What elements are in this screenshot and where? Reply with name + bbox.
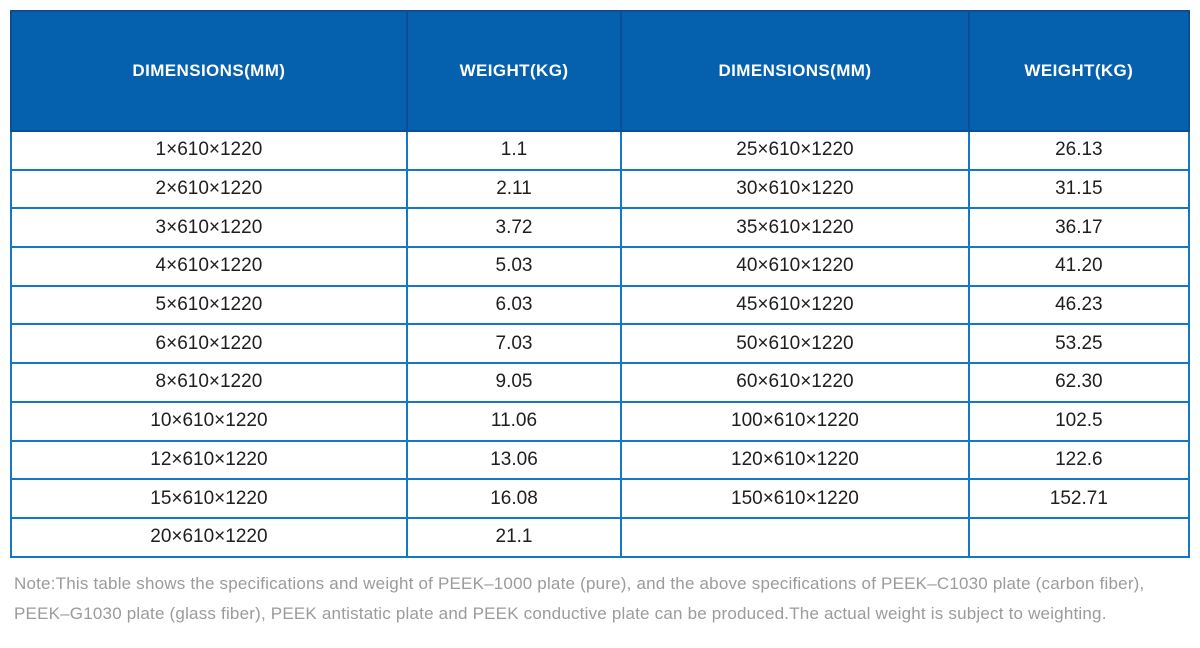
table-row: 10×610×1220 11.06 100×610×1220 102.5 <box>10 400 1191 442</box>
cell-dimensions: 4×610×1220 <box>10 246 408 287</box>
column-header-dimensions-right: DIMENSIONS(MM) <box>620 10 970 132</box>
note-line-1: Note:This table shows the specifications… <box>14 573 1145 593</box>
cell-weight: 31.15 <box>967 168 1191 210</box>
cell-weight: 9.05 <box>405 362 623 403</box>
cell-weight: 26.13 <box>967 130 1191 171</box>
column-header-weight-left: WEIGHT(KG) <box>405 10 623 132</box>
cell-weight: 13.06 <box>405 439 623 481</box>
cell-dimensions: 12×610×1220 <box>10 439 408 481</box>
table-row: 8×610×1220 9.05 60×610×1220 62.30 <box>10 362 1191 403</box>
page: DIMENSIONS(MM) WEIGHT(KG) DIMENSIONS(MM)… <box>10 10 1191 629</box>
cell-dimensions-empty <box>620 516 970 558</box>
cell-dimensions: 40×610×1220 <box>620 246 970 287</box>
cell-dimensions: 10×610×1220 <box>10 400 408 442</box>
cell-weight-empty <box>967 516 1191 558</box>
table-body: 1×610×1220 1.1 25×610×1220 26.13 2×610×1… <box>10 130 1191 558</box>
cell-weight: 152.71 <box>967 478 1191 519</box>
cell-dimensions: 8×610×1220 <box>10 362 408 403</box>
table-row: 2×610×1220 2.11 30×610×1220 31.15 <box>10 168 1191 210</box>
cell-dimensions: 100×610×1220 <box>620 400 970 442</box>
table-row: 6×610×1220 7.03 50×610×1220 53.25 <box>10 323 1191 365</box>
cell-dimensions: 25×610×1220 <box>620 130 970 171</box>
peek-plate-spec-table: DIMENSIONS(MM) WEIGHT(KG) DIMENSIONS(MM)… <box>10 10 1191 558</box>
table-row: 4×610×1220 5.03 40×610×1220 41.20 <box>10 246 1191 287</box>
cell-weight: 11.06 <box>405 400 623 442</box>
cell-dimensions: 30×610×1220 <box>620 168 970 210</box>
cell-weight: 16.08 <box>405 478 623 519</box>
cell-weight: 1.1 <box>405 130 623 171</box>
cell-dimensions: 35×610×1220 <box>620 207 970 249</box>
cell-dimensions: 60×610×1220 <box>620 362 970 403</box>
cell-dimensions: 50×610×1220 <box>620 323 970 365</box>
cell-weight: 3.72 <box>405 207 623 249</box>
header-row: DIMENSIONS(MM) WEIGHT(KG) DIMENSIONS(MM)… <box>10 10 1191 132</box>
table-row: 20×610×1220 21.1 <box>10 516 1191 558</box>
cell-weight: 6.03 <box>405 284 623 326</box>
table-row: 12×610×1220 13.06 120×610×1220 122.6 <box>10 439 1191 481</box>
cell-weight: 62.30 <box>967 362 1191 403</box>
table-row: 3×610×1220 3.72 35×610×1220 36.17 <box>10 207 1191 249</box>
cell-weight: 53.25 <box>967 323 1191 365</box>
column-header-dimensions-left: DIMENSIONS(MM) <box>10 10 408 132</box>
cell-weight: 41.20 <box>967 246 1191 287</box>
note-text: Note:This table shows the specifications… <box>14 569 1186 629</box>
cell-weight: 21.1 <box>405 516 623 558</box>
cell-dimensions: 15×610×1220 <box>10 478 408 519</box>
cell-dimensions: 3×610×1220 <box>10 207 408 249</box>
table-row: 1×610×1220 1.1 25×610×1220 26.13 <box>10 130 1191 171</box>
cell-weight: 46.23 <box>967 284 1191 326</box>
cell-dimensions: 6×610×1220 <box>10 323 408 365</box>
note-line-2: PEEK–G1030 plate (glass fiber), PEEK ant… <box>14 603 1107 623</box>
cell-weight: 102.5 <box>967 400 1191 442</box>
cell-dimensions: 20×610×1220 <box>10 516 408 558</box>
table-header: DIMENSIONS(MM) WEIGHT(KG) DIMENSIONS(MM)… <box>10 10 1191 132</box>
table-row: 15×610×1220 16.08 150×610×1220 152.71 <box>10 478 1191 519</box>
table-row: 5×610×1220 6.03 45×610×1220 46.23 <box>10 284 1191 326</box>
cell-dimensions: 45×610×1220 <box>620 284 970 326</box>
cell-weight: 7.03 <box>405 323 623 365</box>
cell-dimensions: 5×610×1220 <box>10 284 408 326</box>
cell-dimensions: 120×610×1220 <box>620 439 970 481</box>
cell-weight: 5.03 <box>405 246 623 287</box>
cell-dimensions: 1×610×1220 <box>10 130 408 171</box>
cell-weight: 2.11 <box>405 168 623 210</box>
column-header-weight-right: WEIGHT(KG) <box>967 10 1191 132</box>
cell-weight: 36.17 <box>967 207 1191 249</box>
cell-dimensions: 2×610×1220 <box>10 168 408 210</box>
cell-weight: 122.6 <box>967 439 1191 481</box>
cell-dimensions: 150×610×1220 <box>620 478 970 519</box>
